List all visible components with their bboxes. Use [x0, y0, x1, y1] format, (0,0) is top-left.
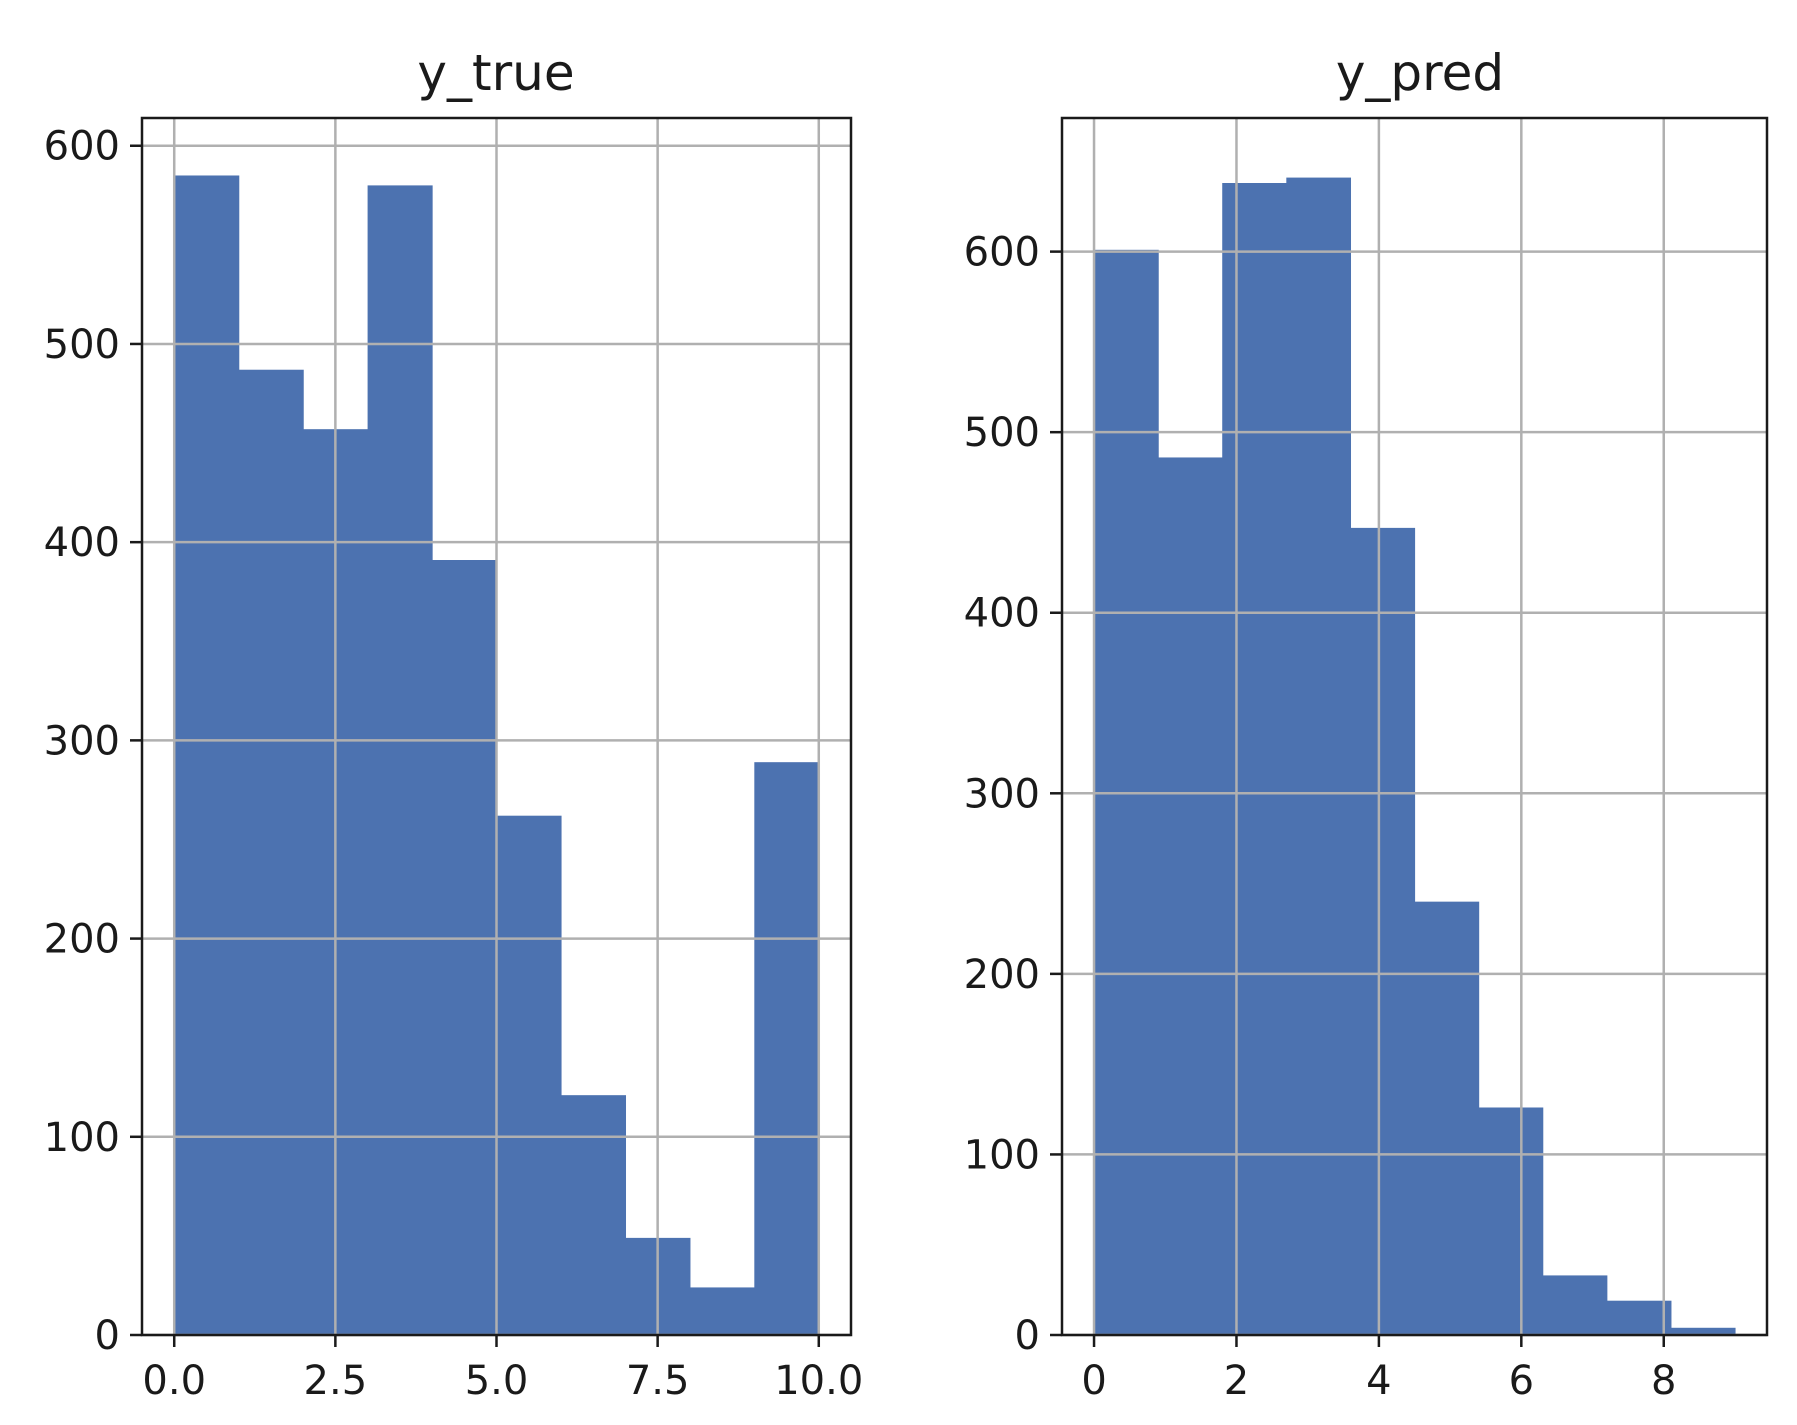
- y-tick-label: 400: [44, 520, 120, 566]
- histogram-bar: [238, 369, 304, 1336]
- histogram-bar: [689, 1287, 755, 1335]
- x-tick-label: 2: [1224, 1358, 1249, 1404]
- subplot-title: y_pred: [1336, 44, 1504, 102]
- histogram-bar: [1670, 1327, 1736, 1335]
- bars: [1094, 177, 1736, 1336]
- x-axis-ticks: 0.0 2.5 5.0 7.5 10.0: [142, 1335, 863, 1404]
- y-tick-label: 600: [44, 124, 120, 170]
- y-tick-label: 600: [964, 230, 1040, 276]
- y-tick-label: 300: [964, 771, 1040, 817]
- x-tick-label: 5.0: [465, 1358, 529, 1404]
- x-tick-label: 7.5: [626, 1358, 690, 1404]
- y-tick-label: 100: [44, 1115, 120, 1161]
- x-tick-label: 0: [1081, 1358, 1106, 1404]
- y-tick-label: 500: [44, 322, 120, 368]
- y-tick-label: 0: [1015, 1313, 1040, 1359]
- histogram-bar: [1158, 457, 1223, 1335]
- x-axis-ticks: 0 2 4 6 8: [1081, 1335, 1676, 1404]
- histogram-bar: [1350, 527, 1416, 1335]
- x-tick-label: 10.0: [774, 1358, 863, 1404]
- x-tick-label: 4: [1366, 1358, 1391, 1404]
- y-tick-label: 500: [964, 410, 1040, 456]
- gridlines: [142, 118, 851, 1337]
- y-axis-ticks: 0 100 200 300 400 500 600: [44, 124, 142, 1359]
- histogram-bar: [496, 815, 562, 1335]
- subplot-y-pred: y_pred 0 2 4 6 8 0 100 200 300 400 500 600: [964, 44, 1769, 1404]
- subplot-title: y_true: [417, 44, 574, 102]
- histogram-bar: [560, 1095, 627, 1335]
- histogram-bar: [1606, 1300, 1672, 1335]
- histogram-bar: [1286, 177, 1352, 1335]
- histogram-bar: [1414, 901, 1480, 1335]
- y-axis-ticks: 0 100 200 300 400 500 600: [964, 230, 1062, 1359]
- x-tick-label: 0.0: [142, 1358, 206, 1404]
- x-tick-label: 6: [1509, 1358, 1534, 1404]
- histogram-bar: [174, 175, 240, 1335]
- y-tick-label: 400: [964, 591, 1040, 637]
- y-tick-label: 0: [95, 1313, 120, 1359]
- x-tick-label: 2.5: [304, 1358, 368, 1404]
- histogram-bar: [1222, 183, 1287, 1336]
- histogram-bar: [1478, 1107, 1544, 1335]
- subplot-y-true: y_true 0.0 2.5 5.0 7.5 10.0 0 100 200 300 400 500 6…: [44, 44, 864, 1404]
- axes-frame: [1060, 116, 1769, 1337]
- y-tick-label: 200: [44, 917, 120, 963]
- y-tick-label: 100: [964, 1132, 1040, 1178]
- histogram-bar: [1542, 1275, 1608, 1335]
- histogram-bar: [754, 762, 820, 1335]
- histogram-bar: [432, 560, 498, 1335]
- x-tick-label: 8: [1651, 1358, 1676, 1404]
- histogram-bar: [367, 185, 433, 1336]
- y-tick-label: 300: [44, 718, 120, 764]
- y-tick-label: 200: [964, 952, 1040, 998]
